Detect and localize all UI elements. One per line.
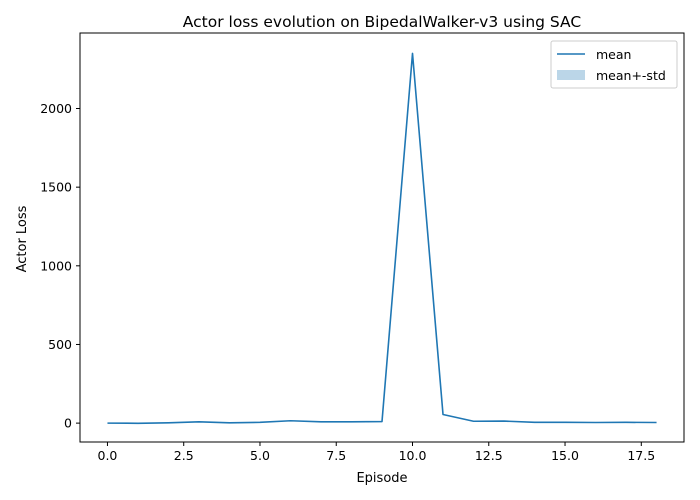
data-point xyxy=(107,422,109,424)
legend: mean mean+-std xyxy=(550,40,678,89)
data-point xyxy=(259,422,261,424)
legend-label-std-band: mean+-std xyxy=(596,68,666,83)
x-tick-label: 15.0 xyxy=(551,448,579,463)
x-tick-label: 5.0 xyxy=(250,448,270,463)
data-point xyxy=(412,53,414,55)
x-tick-label: 7.5 xyxy=(326,448,346,463)
data-point xyxy=(625,422,627,424)
data-point xyxy=(595,422,597,424)
data-point xyxy=(442,414,444,416)
y-tick-label: 500 xyxy=(48,337,72,352)
legend-box xyxy=(550,40,678,89)
x-tick-label: 0.0 xyxy=(98,448,118,463)
y-tick-label: 2000 xyxy=(40,101,72,116)
data-point xyxy=(564,422,566,424)
y-axis-label: Actor Loss xyxy=(15,205,30,272)
x-tick-label: 2.5 xyxy=(174,448,194,463)
data-point xyxy=(351,421,353,423)
series-line-mean xyxy=(107,52,657,425)
data-point xyxy=(534,422,536,424)
data-point xyxy=(503,420,505,422)
x-tick-label: 17.5 xyxy=(627,448,655,463)
data-point xyxy=(381,421,383,423)
chart-title: Actor loss evolution on BipedalWalker-v3… xyxy=(183,13,581,31)
data-point xyxy=(656,422,658,424)
data-point xyxy=(473,420,475,422)
data-point xyxy=(290,420,292,422)
axes-frame xyxy=(79,32,685,443)
y-tick-label: 0 xyxy=(64,416,72,431)
y-tick-label: 1500 xyxy=(40,180,72,195)
plot-area: 0.0 2.5 5.0 7.5 10.0 12.5 15.0 17.5 0 500 1000 1500… xyxy=(40,32,685,463)
data-point xyxy=(168,422,170,424)
data-point xyxy=(229,422,231,424)
legend-swatch-std-band xyxy=(557,70,585,80)
data-point xyxy=(320,421,322,423)
data-point xyxy=(198,421,200,423)
y-tick-label: 1000 xyxy=(40,258,72,273)
x-tick-label: 10.0 xyxy=(399,448,427,463)
legend-label-mean: mean xyxy=(596,47,631,62)
data-point xyxy=(137,422,139,424)
x-axis-label: Episode xyxy=(356,471,407,486)
x-tick-label: 12.5 xyxy=(475,448,503,463)
